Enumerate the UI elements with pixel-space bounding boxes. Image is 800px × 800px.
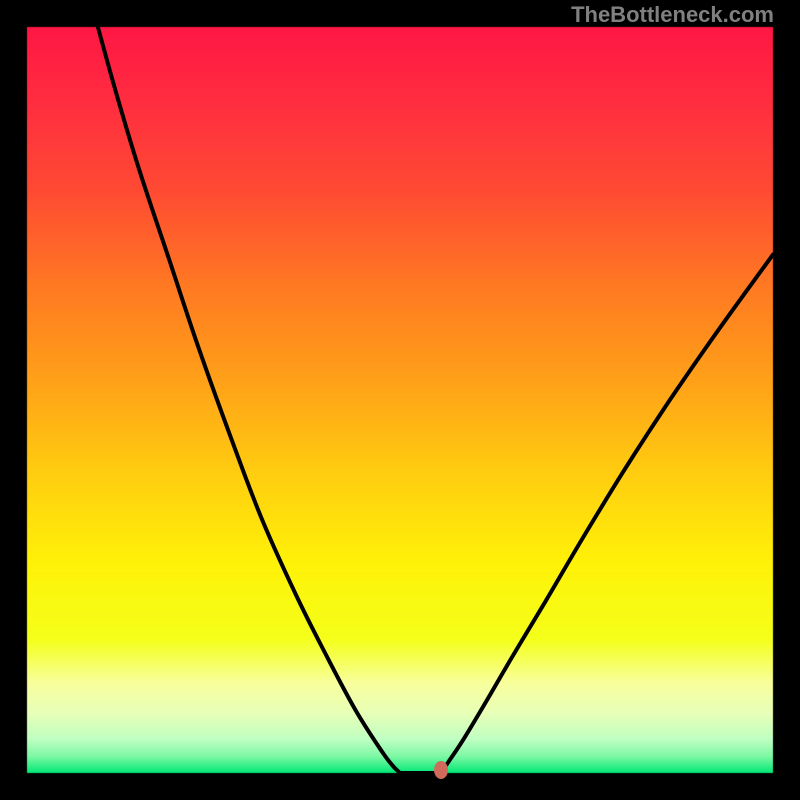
gradient-background	[0, 0, 800, 800]
chart-stage: TheBottleneck.com	[0, 0, 800, 800]
